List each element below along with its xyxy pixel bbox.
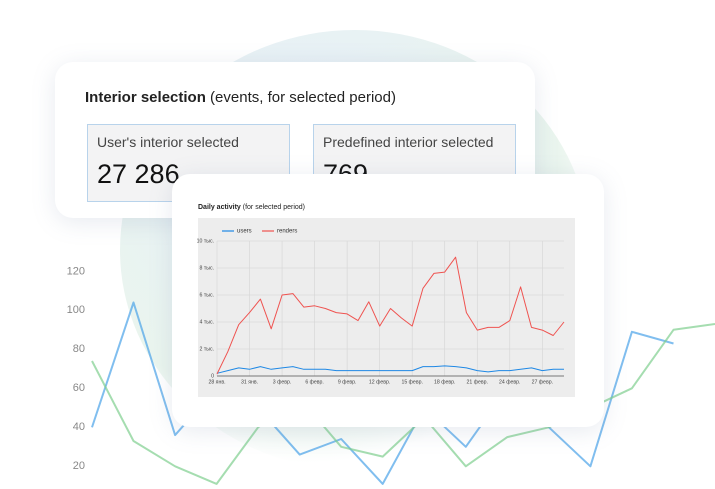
series-line bbox=[216, 365, 564, 374]
y-tick-label: 2 тыс. bbox=[200, 346, 214, 352]
x-tick-label: 18 февр. bbox=[434, 379, 455, 385]
legend-label: renders bbox=[277, 229, 297, 235]
card-subtitle: (events, for selected period) bbox=[210, 89, 396, 106]
chart-title: Daily activity bbox=[198, 204, 241, 211]
x-tick-label: 28 янв. bbox=[208, 379, 225, 385]
x-tick-label: 24 февр. bbox=[499, 379, 520, 385]
y-tick-label: 80 bbox=[73, 343, 85, 355]
y-tick-label: 60 bbox=[73, 382, 85, 394]
y-tick-label: 100 bbox=[67, 304, 85, 316]
card-title: Interior selection bbox=[85, 89, 206, 106]
card-heading: Interior selection (events, for selected… bbox=[85, 89, 396, 106]
stat-value: 27 286 bbox=[97, 159, 180, 189]
series-line bbox=[216, 256, 565, 375]
x-tick-label: 9 февр. bbox=[338, 379, 357, 385]
x-tick-label: 21 февр. bbox=[467, 379, 488, 385]
y-tick-label: 8 тыс. bbox=[200, 265, 214, 271]
x-tick-label: 27 февр. bbox=[532, 379, 553, 385]
legend-label: users bbox=[237, 229, 252, 235]
y-tick-label: 6 тыс. bbox=[200, 292, 214, 298]
y-tick-label: 4 тыс. bbox=[200, 319, 214, 325]
chart-subtitle: (for selected period) bbox=[243, 204, 305, 211]
chart-heading: Daily activity (for selected period) bbox=[198, 204, 305, 211]
stat-label: Predefined interior selected bbox=[323, 134, 494, 150]
x-tick-label: 15 февр. bbox=[401, 379, 422, 385]
y-tick-label: 120 bbox=[67, 265, 85, 277]
x-tick-label: 31 янв. bbox=[241, 379, 258, 385]
stat-label: User's interior selected bbox=[97, 134, 239, 150]
x-tick-label: 3 февр. bbox=[273, 379, 292, 385]
y-tick-label: 10 тыс. bbox=[197, 238, 214, 244]
y-tick-label: 0 bbox=[211, 373, 214, 379]
series-line bbox=[91, 323, 715, 485]
y-tick-label: 20 bbox=[73, 460, 85, 472]
x-tick-label: 6 февр. bbox=[305, 379, 324, 385]
x-tick-label: 12 февр. bbox=[369, 379, 390, 385]
y-tick-label: 40 bbox=[73, 421, 85, 433]
